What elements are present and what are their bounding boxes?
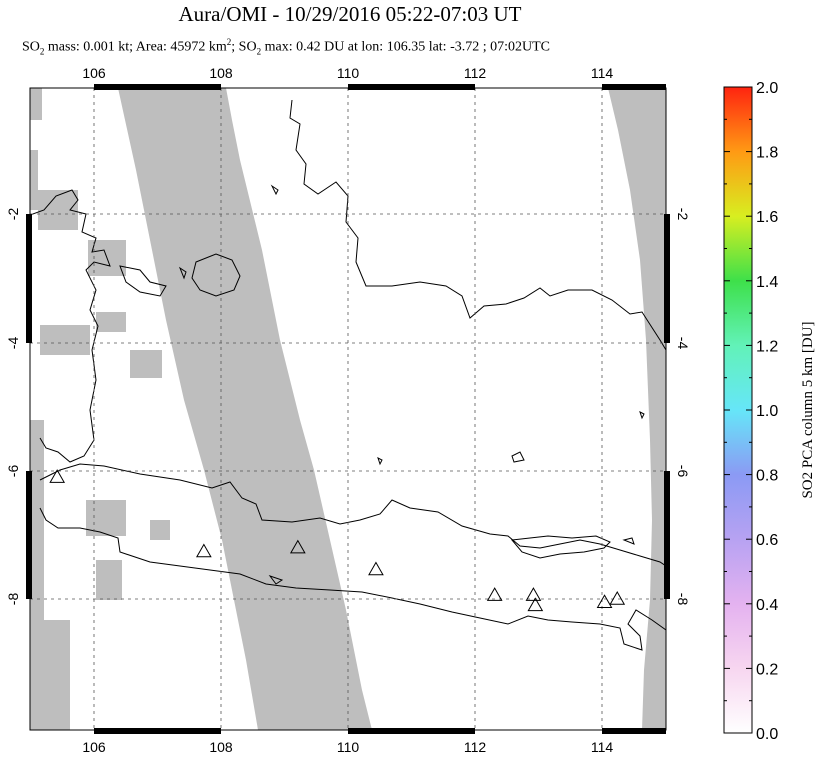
volcano-triangle-icon xyxy=(289,539,306,554)
colorbar-tick-label: 1.4 xyxy=(756,274,778,291)
colorbar-ticks: 0.0 0.2 0.4 0.6 0.8 1.0 1.2 1.4 1.6 1.8 2.0 xyxy=(724,80,778,743)
lon-label-top-108: 108 xyxy=(209,65,233,81)
lat-label-left--6: -6 xyxy=(5,465,21,478)
lat-label-right--4: -4 xyxy=(675,337,691,350)
frame-scale-bars xyxy=(26,84,670,734)
axis-labels: 106 108 110 112 114 106 108 110 112 114 … xyxy=(5,65,691,755)
volcano-triangle-icon xyxy=(368,561,384,576)
lon-label-bottom-112: 112 xyxy=(464,739,487,755)
volcano-triangle-icon xyxy=(486,587,503,601)
lon-label-top-114: 114 xyxy=(591,65,614,81)
volcano-triangle-icon xyxy=(527,597,544,612)
colorbar-tick-label: 0.8 xyxy=(756,468,778,485)
colorbar-tick-label: 0.4 xyxy=(756,597,778,614)
lon-label-bottom-108: 108 xyxy=(209,739,233,755)
volcano-triangle-icon xyxy=(609,590,626,605)
volcano-layer xyxy=(49,469,626,612)
lon-label-bottom-114: 114 xyxy=(591,739,614,755)
colorbar: 0.0 0.2 0.4 0.6 0.8 1.0 1.2 1.4 1.6 1.8 2.0 SO2 PC… xyxy=(723,80,816,743)
colorbar-tick-label: 0.2 xyxy=(756,661,778,678)
lon-label-top-106: 106 xyxy=(82,65,106,81)
colorbar-tick-label: 1.6 xyxy=(756,209,778,226)
volcano-triangle-icon xyxy=(596,594,613,608)
colorbar-tick-label: 0.6 xyxy=(756,532,778,549)
lat-label-left--8: -8 xyxy=(5,593,21,606)
colorbar-tick-label: 1.8 xyxy=(756,145,778,162)
graticule xyxy=(30,88,666,730)
lon-label-top-112: 112 xyxy=(464,65,487,81)
lat-label-right--6: -6 xyxy=(675,465,691,478)
volcano-triangle-icon xyxy=(525,587,542,601)
colorbar-tick-label: 0.0 xyxy=(756,726,778,743)
lon-label-bottom-106: 106 xyxy=(82,739,106,755)
volcano-triangle-icon xyxy=(195,543,212,558)
colorbar-label: SO2 PCA column 5 km [DU] xyxy=(800,321,816,498)
map-panel: 106 108 110 112 114 106 108 110 112 114 … xyxy=(5,65,691,755)
lat-label-right--2: -2 xyxy=(675,208,691,221)
lat-label-right--8: -8 xyxy=(675,593,691,606)
volcano-triangle-icon xyxy=(49,469,66,483)
lon-label-bottom-110: 110 xyxy=(337,739,360,755)
map-subtitle: SO2 mass: 0.001 kt; Area: 45972 km2; SO2… xyxy=(22,37,551,57)
colorbar-tick-label: 2.0 xyxy=(756,80,778,97)
lat-label-left--4: -4 xyxy=(5,337,21,350)
map-title: Aura/OMI - 10/29/2016 05:22-07:03 UT xyxy=(178,2,522,26)
coastlines xyxy=(30,99,666,651)
lon-label-top-110: 110 xyxy=(337,65,360,81)
colorbar-tick-label: 1.2 xyxy=(756,338,778,355)
lat-label-left--2: -2 xyxy=(5,208,21,221)
nodata-regions xyxy=(30,88,666,730)
colorbar-tick-label: 1.0 xyxy=(756,403,778,420)
